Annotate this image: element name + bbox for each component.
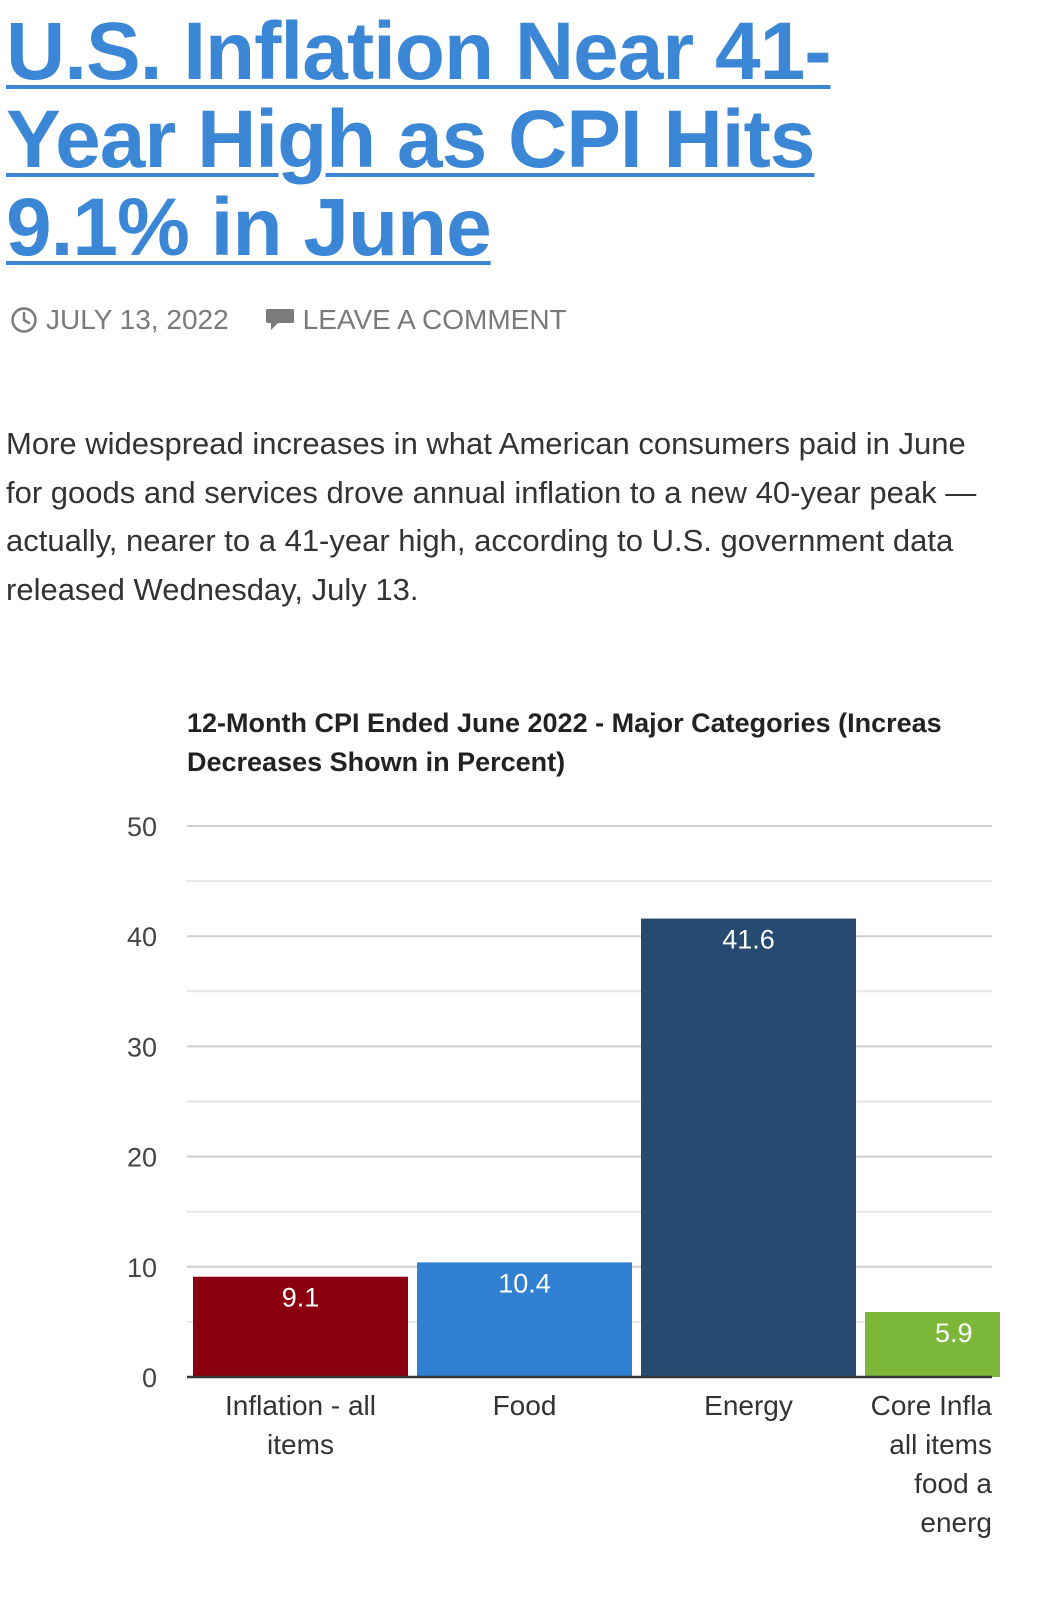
leave-comment-text: LEAVE A COMMENT	[302, 304, 567, 335]
y-tick-label: 0	[142, 1363, 157, 1393]
y-tick-label: 30	[127, 1032, 157, 1062]
x-category-label: items	[267, 1429, 334, 1460]
post-meta: JULY 13, 2022 LEAVE A COMMENT	[10, 300, 567, 340]
article-body: More widespread increases in what Americ…	[6, 426, 977, 607]
chart-title: 12-Month CPI Ended June 2022 - Major Cat…	[187, 704, 1000, 782]
x-axis-categories: Inflation - all items Food Energy Core Infla…	[225, 1390, 992, 1538]
x-category-label: Energy	[704, 1390, 793, 1421]
article-title: U.S. Inflation Near 41-Year High as CPI …	[6, 8, 906, 272]
chart-gridlines	[187, 825, 992, 1323]
y-tick-label: 50	[127, 812, 157, 842]
bar-data-label: 9.1	[282, 1283, 320, 1313]
x-category-label: energ	[920, 1507, 992, 1538]
bar	[417, 1262, 632, 1377]
y-tick-label: 20	[127, 1143, 157, 1173]
bar-data-label: 10.4	[498, 1268, 551, 1298]
leave-comment-link[interactable]: LEAVE A COMMENT	[265, 304, 567, 336]
y-tick-label: 40	[127, 922, 157, 952]
chart-title-line-2: Decreases Shown in Percent)	[187, 747, 566, 777]
bar	[865, 1311, 1000, 1377]
cpi-chart: 12-Month CPI Ended June 2022 - Major Cat…	[0, 690, 1000, 1600]
x-category-label: Core Infla	[871, 1390, 993, 1421]
chart-data-labels: 9.1 10.4 41.6 5.9	[282, 925, 973, 1348]
y-tick-label: 10	[127, 1253, 157, 1283]
x-category-label: Food	[493, 1390, 557, 1421]
bar	[641, 918, 856, 1377]
chart-title-line-1: 12-Month CPI Ended June 2022 - Major Cat…	[187, 708, 942, 738]
y-axis-ticks: 0 10 20 30 40 50	[127, 812, 157, 1393]
chart-plot: 0 10 20 30 40 50 9.1 10.4 41.6 5.9 Inflation - a…	[127, 812, 1000, 1538]
speech-bubble-icon	[265, 309, 294, 330]
x-category-label: food a	[914, 1468, 992, 1499]
bar-data-label: 41.6	[722, 925, 775, 955]
article-title-link[interactable]: U.S. Inflation Near 41-Year High as CPI …	[6, 6, 832, 273]
bar-data-label: 5.9	[935, 1318, 973, 1348]
bar	[193, 1276, 408, 1377]
chart-bars	[193, 918, 1000, 1377]
post-date-text: JULY 13, 2022	[46, 304, 229, 335]
x-category-label: all items	[889, 1429, 992, 1460]
x-category-label: Inflation - all	[225, 1390, 376, 1421]
post-date[interactable]: JULY 13, 2022	[10, 304, 229, 336]
clock-icon	[11, 307, 37, 333]
